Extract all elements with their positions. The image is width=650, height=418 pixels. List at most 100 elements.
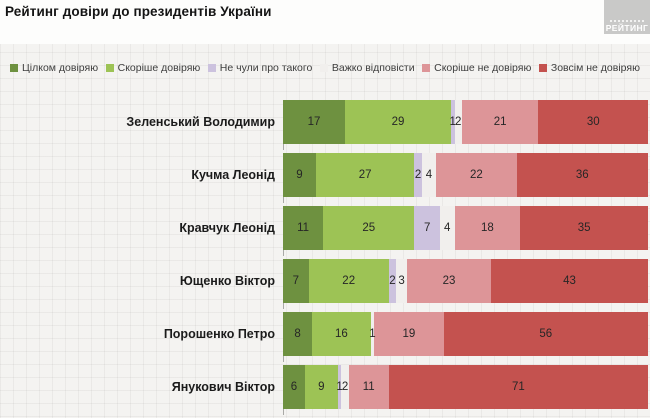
- bar-segment: 7: [414, 206, 440, 250]
- bar-segment: 2: [388, 259, 397, 303]
- bar-segment: 30: [538, 100, 648, 144]
- segment-value: 23: [442, 275, 456, 287]
- bar-track: 17 29 1 2 21 30: [283, 100, 648, 150]
- bar-segment: 1: [369, 312, 376, 356]
- stacked-bar-chart: Зеленський Володимир 17 29 1 2 21 30 Кучма Леон…: [0, 100, 650, 418]
- chart-row: Кравчук Леонід 11 25 7 4 18 35: [0, 206, 650, 256]
- segment-value: 35: [577, 222, 591, 234]
- bar-segment: 43: [491, 259, 648, 303]
- segment-value: 1: [369, 328, 376, 340]
- legend-item: Цілком довіряю: [10, 62, 98, 74]
- segment-value: 43: [563, 275, 576, 287]
- segment-value: 2: [454, 116, 462, 128]
- president-label: Кравчук Леонід: [179, 221, 275, 235]
- bar-segment: 29: [345, 100, 451, 144]
- bar-segment: 1: [336, 365, 343, 409]
- president-label: Ющенко Віктор: [179, 274, 275, 288]
- president-label: Порошенко Петро: [163, 327, 275, 341]
- bar-segment: 11: [283, 206, 324, 250]
- bar-segment: 2: [341, 365, 349, 409]
- logo-dots-decoration: [610, 19, 644, 22]
- bar-segment: 4: [439, 206, 455, 250]
- bar-segment: 19: [374, 312, 444, 356]
- bar-segment: 56: [443, 312, 648, 356]
- chart-row: Зеленський Володимир 17 29 1 2 21 30: [0, 100, 650, 150]
- legend-item: Зовсім не довіряю: [538, 62, 640, 74]
- bar-segment: 9: [283, 153, 316, 197]
- segment-value: 7: [292, 275, 299, 287]
- legend-swatch-icon: [10, 64, 18, 72]
- segment-value: 22: [342, 275, 356, 287]
- legend: Цілком довіряю Скоріше довіряю Не чули про…: [0, 60, 650, 76]
- segment-value: 21: [493, 116, 507, 128]
- bar-segment: 23: [407, 259, 492, 303]
- bar-segment: 27: [315, 153, 415, 197]
- segment-value: 30: [586, 116, 600, 128]
- header: Рейтинг довіри до президентів України: [0, 0, 650, 44]
- legend-item: Скоріше довіряю: [105, 62, 200, 74]
- segment-value: 1: [449, 116, 456, 128]
- segment-value: 17: [307, 116, 321, 128]
- segment-value: 11: [362, 381, 375, 393]
- bar-track: 7 22 2 3 23 43: [283, 259, 648, 309]
- bar-segment: 25: [323, 206, 415, 250]
- legend-swatch-icon: [422, 64, 431, 72]
- bar-segment: 21: [461, 100, 539, 144]
- segment-value: 11: [297, 222, 310, 234]
- president-label: Янукович Віктор: [171, 380, 275, 394]
- legend-label: Зовсім не довіряю: [550, 62, 640, 74]
- chart-row: Янукович Віктор 6 9 1 2 11 71: [0, 365, 650, 415]
- bar-segment: 17: [283, 100, 346, 144]
- legend-label: Цілком довіряю: [22, 62, 99, 74]
- segment-value: 56: [539, 328, 553, 340]
- bar-segment: 8: [283, 312, 313, 356]
- segment-value: 19: [402, 328, 416, 340]
- bar-segment: 2: [454, 100, 462, 144]
- chart-row: Ющенко Віктор 7 22 2 3 23 43: [0, 259, 650, 309]
- bar-segment: 22: [436, 153, 517, 197]
- bar-segment: 71: [388, 365, 648, 409]
- segment-value: 16: [334, 328, 348, 340]
- segment-value: 8: [294, 328, 301, 340]
- legend-swatch-icon: [105, 64, 114, 72]
- segment-value: 4: [425, 169, 433, 181]
- segment-value: 1: [336, 381, 343, 393]
- segment-value: 3: [398, 275, 405, 287]
- segment-value: 7: [423, 222, 431, 234]
- chart-row: Кучма Леонід 9 27 2 4 22 36: [0, 153, 650, 203]
- segment-value: 2: [341, 381, 349, 393]
- segment-value: 27: [358, 169, 372, 181]
- legend-label: Не чули про такого: [219, 62, 313, 74]
- bar-segment: 4: [421, 153, 437, 197]
- bar-segment: 16: [312, 312, 371, 356]
- segment-value: 36: [575, 169, 589, 181]
- legend-swatch-icon: [538, 64, 547, 72]
- president-label: Кучма Леонід: [191, 168, 275, 182]
- bar-segment: 3: [396, 259, 408, 303]
- president-label: Зеленський Володимир: [126, 115, 275, 129]
- segment-value: 6: [290, 381, 298, 393]
- bar-segment: 35: [520, 206, 648, 250]
- legend-item: Не чули про такого: [207, 62, 313, 74]
- segment-value: 18: [480, 222, 494, 234]
- segment-value: 2: [414, 169, 422, 181]
- rating-group-logo: РЕЙТИНГ: [604, 0, 650, 34]
- bar-segment: 36: [516, 153, 648, 197]
- legend-label: Важко відповісти: [331, 62, 415, 74]
- bar-segment: 1: [449, 100, 456, 144]
- bar-track: 9 27 2 4 22 36: [283, 153, 648, 203]
- bar-segment: 11: [348, 365, 389, 409]
- segment-value: 4: [444, 222, 451, 234]
- segment-value: 29: [391, 116, 405, 128]
- bar-segment: 9: [304, 365, 338, 409]
- bar-segment: 2: [414, 153, 422, 197]
- bar-track: 11 25 7 4 18 35: [283, 206, 648, 256]
- segment-value: 9: [296, 169, 303, 181]
- chart-row: Порошенко Петро 8 16 1 19 56: [0, 312, 650, 362]
- legend-swatch-icon: [319, 64, 328, 72]
- bar-segment: 6: [283, 365, 305, 409]
- bar-track: 6 9 1 2 11 71: [283, 365, 648, 415]
- legend-swatch-icon: [207, 64, 216, 72]
- legend-item: Скоріше не довіряю: [422, 62, 531, 74]
- chart-title: Рейтинг довіри до президентів України: [5, 4, 272, 19]
